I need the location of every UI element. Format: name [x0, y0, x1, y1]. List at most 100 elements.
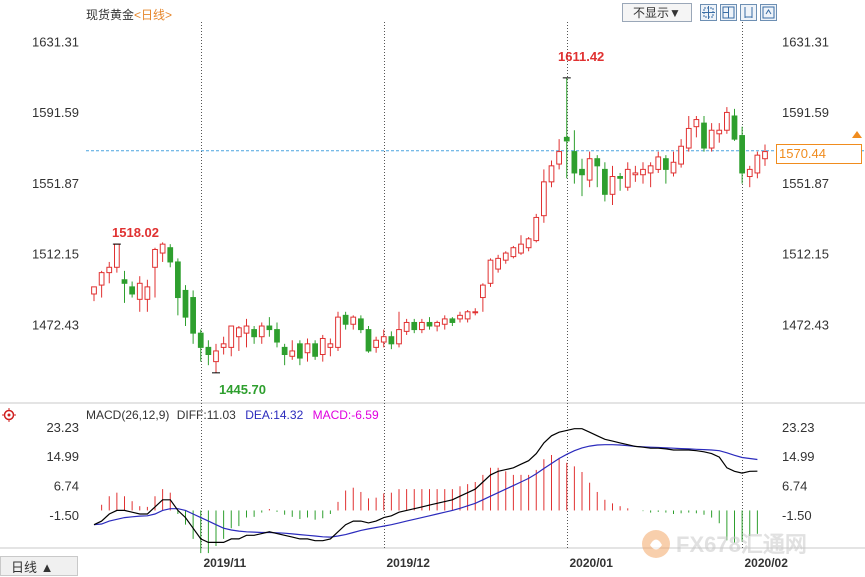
y-tick-label-left: 1472.43 [32, 317, 79, 332]
candle-body [91, 286, 97, 295]
candle-body [525, 238, 532, 249]
vertical-zoom-icon[interactable] [740, 4, 757, 21]
macd-y-tick-left: 14.99 [46, 449, 79, 464]
last-price-text: 1570.44 [779, 146, 826, 161]
candle-body [411, 321, 418, 331]
y-tick-label-right: 1631.31 [782, 34, 829, 49]
candle-body [258, 325, 265, 338]
candle-body [670, 161, 677, 174]
candle-body [632, 172, 639, 176]
y-tick-label-left: 1512.15 [32, 247, 79, 262]
macd-name: MACD(26,12,9) [86, 408, 170, 422]
y-tick-label-left: 1551.87 [32, 176, 79, 191]
watermark-logo: FX678汇通网 [640, 528, 850, 560]
candle-body [190, 297, 196, 334]
candle-body [640, 168, 646, 176]
candle-body [312, 343, 318, 357]
macd-y-tick-right: 23.23 [782, 420, 815, 435]
macd-y-tick-left: -1.50 [49, 508, 79, 523]
candle-body [685, 127, 692, 149]
y-tick-label-left: 1591.59 [32, 105, 79, 120]
candle-body [586, 158, 593, 181]
y-tick-label-right: 1512.15 [782, 247, 829, 262]
candle-body [98, 272, 105, 286]
candle-body [472, 311, 479, 314]
candle-body [419, 321, 425, 331]
candle-body [228, 325, 235, 348]
candle-body [373, 339, 379, 348]
candle-body [136, 282, 143, 300]
candle-body [541, 181, 547, 217]
candle-body [220, 343, 227, 348]
candle-body [579, 168, 585, 176]
candle-body [144, 286, 151, 300]
last-price-tag: 1570.44 [776, 144, 862, 164]
candle-body [236, 327, 242, 338]
candle-body [205, 346, 212, 356]
x-tick-label: 2020/02 [745, 556, 789, 570]
candle-body [457, 314, 463, 320]
fit-icon[interactable] [760, 4, 777, 21]
candle-body [266, 325, 273, 331]
candle-body [563, 136, 570, 142]
candle-body [304, 343, 311, 354]
candle-body [655, 156, 662, 170]
candle-body [365, 329, 372, 352]
candle-body [556, 151, 562, 165]
macd-y-tick-left: 6.74 [54, 478, 79, 493]
candle-body [510, 247, 517, 258]
candle-body [152, 248, 158, 268]
title-text: 现货黄金 [86, 8, 135, 22]
candle-body [243, 325, 250, 334]
candle-body [175, 261, 181, 299]
candle-body [426, 321, 433, 327]
y-tick-label-right: 1472.43 [782, 317, 829, 332]
candle-body [746, 168, 753, 178]
candle-body [701, 122, 707, 149]
candle-body [647, 165, 654, 174]
candle-body [594, 158, 601, 167]
candle-body [251, 329, 257, 338]
candle-body [380, 336, 387, 343]
candle-body [396, 329, 402, 345]
candle-body [663, 158, 669, 170]
annotation-peak-nov: 1518.02 [112, 225, 159, 240]
macd-dea: DEA:14.32 [245, 408, 304, 422]
candle-body [350, 316, 357, 325]
candle-body [624, 168, 631, 188]
candle-body [289, 350, 296, 357]
diff-line [93, 428, 758, 543]
display-select[interactable]: 不显示▼ [622, 3, 692, 22]
candle-body [274, 329, 280, 343]
x-tick-label: 2019/11 [204, 556, 247, 570]
period-tab[interactable]: 日线 ▲ [0, 556, 78, 576]
candle-body [388, 336, 395, 345]
crosshair-icon[interactable] [700, 4, 717, 21]
candle-body [602, 168, 608, 195]
candle-body [114, 243, 120, 268]
y-tick-label-right: 1551.87 [782, 176, 829, 191]
candle-body [434, 321, 440, 327]
candle-body [480, 284, 486, 299]
candle-body [617, 176, 623, 179]
candle-body [571, 151, 578, 174]
candle-body [449, 318, 456, 323]
candle-body [502, 252, 509, 261]
svg-text:FX678汇通网: FX678汇通网 [676, 532, 807, 557]
y-tick-label-right: 1591.59 [782, 105, 829, 120]
annotation-low: 1445.70 [219, 382, 266, 397]
split-panel-icon[interactable] [720, 4, 737, 21]
candle-body [342, 314, 349, 325]
candle-body [739, 135, 745, 174]
macd-settings-icon[interactable] [2, 408, 16, 422]
macd-value: MACD:-6.59 [312, 408, 379, 422]
candle-body [335, 316, 341, 348]
candle-body [487, 259, 494, 284]
period-link[interactable]: <日线> [134, 8, 173, 22]
candle-body [358, 318, 364, 331]
candle-body [403, 321, 410, 332]
macd-y-tick-right: -1.50 [782, 508, 812, 523]
candle-body [106, 266, 113, 274]
candle-body [197, 332, 204, 348]
